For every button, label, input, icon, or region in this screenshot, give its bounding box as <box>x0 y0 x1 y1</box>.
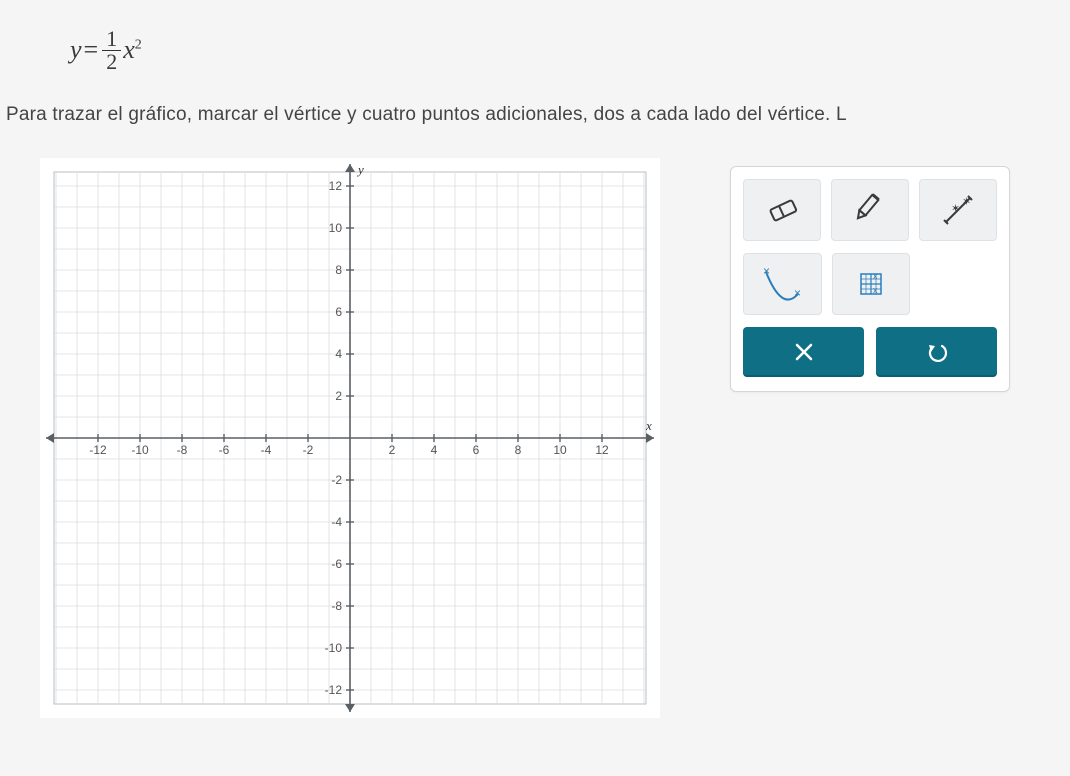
svg-text:2: 2 <box>389 443 396 457</box>
zoom-grid-tool-button[interactable]: x x <box>832 253 911 315</box>
pencil-icon <box>851 193 889 227</box>
equation-variable-term: x2 <box>123 35 142 65</box>
svg-text:✶: ✶ <box>951 203 960 215</box>
svg-text:8: 8 <box>515 443 522 457</box>
eraser-icon <box>763 195 801 225</box>
tool-panel: ✶ ✶ × × <box>730 166 1010 392</box>
svg-text:12: 12 <box>595 443 609 457</box>
svg-text:-2: -2 <box>303 443 314 457</box>
parabola-tool-icon: × × <box>760 264 804 304</box>
svg-text:4: 4 <box>431 443 438 457</box>
eraser-tool-button[interactable] <box>743 179 821 241</box>
fraction-numerator: 1 <box>102 28 121 51</box>
svg-text:y: y <box>356 162 364 177</box>
pencil-tool-button[interactable] <box>831 179 909 241</box>
svg-text:6: 6 <box>335 305 342 319</box>
fraction-denominator: 2 <box>102 51 121 73</box>
svg-text:-6: -6 <box>331 557 342 571</box>
svg-text:x: x <box>645 418 652 433</box>
svg-text:-12: -12 <box>325 683 343 697</box>
equation-exponent: 2 <box>135 37 142 52</box>
svg-text:-6: -6 <box>219 443 230 457</box>
cartesian-plane[interactable]: x y -12 -10 -8 -6 -4 -2 2 4 6 8 10 12 12 10 8 6 4 2 -2 -4 -6 -8… <box>40 158 660 718</box>
equation-display: y = 1 2 x2 <box>70 20 1070 80</box>
svg-text:x: x <box>873 285 878 295</box>
graph-canvas[interactable]: x y -12 -10 -8 -6 -4 -2 2 4 6 8 10 12 12 10 8 6 4 2 -2 -4 -6 -8… <box>40 158 660 718</box>
svg-text:10: 10 <box>329 221 343 235</box>
svg-text:✶: ✶ <box>962 196 971 208</box>
svg-text:12: 12 <box>329 179 343 193</box>
undo-button[interactable] <box>876 327 997 377</box>
svg-text:6: 6 <box>473 443 480 457</box>
zoom-grid-icon: x x <box>853 266 889 302</box>
close-icon <box>794 342 814 362</box>
svg-text:-10: -10 <box>325 641 343 655</box>
svg-text:-4: -4 <box>261 443 272 457</box>
svg-text:×: × <box>794 286 801 300</box>
svg-text:-10: -10 <box>131 443 149 457</box>
equation-variable: x <box>123 35 135 64</box>
svg-text:-8: -8 <box>331 599 342 613</box>
line-tool-button[interactable]: ✶ ✶ <box>919 179 997 241</box>
svg-text:-12: -12 <box>89 443 107 457</box>
clear-button[interactable] <box>743 327 864 377</box>
equation-fraction: 1 2 <box>102 28 121 73</box>
svg-text:4: 4 <box>335 347 342 361</box>
undo-icon <box>926 341 948 363</box>
parabola-tool-button[interactable]: × × <box>743 253 822 315</box>
equation-equals: = <box>84 35 99 65</box>
svg-text:10: 10 <box>553 443 567 457</box>
equation-lhs: y <box>70 35 82 65</box>
instruction-text: Para trazar el gráfico, marcar el vértic… <box>6 104 1070 126</box>
svg-text:-2: -2 <box>331 473 342 487</box>
svg-text:-8: -8 <box>177 443 188 457</box>
svg-text:-4: -4 <box>331 515 342 529</box>
svg-text:x: x <box>873 271 878 281</box>
svg-text:2: 2 <box>335 389 342 403</box>
svg-text:×: × <box>763 264 770 278</box>
svg-text:8: 8 <box>335 263 342 277</box>
line-tool-icon: ✶ ✶ <box>938 190 978 230</box>
